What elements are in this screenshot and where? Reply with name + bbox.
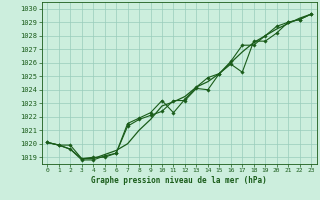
X-axis label: Graphe pression niveau de la mer (hPa): Graphe pression niveau de la mer (hPa) — [91, 176, 267, 185]
